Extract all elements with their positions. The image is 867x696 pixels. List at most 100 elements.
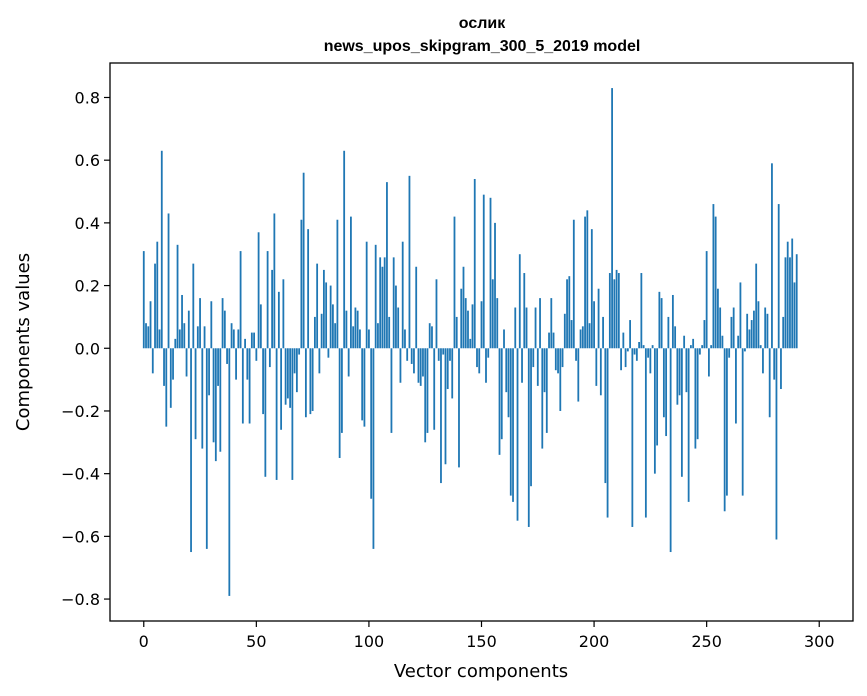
bar — [383, 257, 386, 349]
bar — [696, 348, 699, 440]
bar — [406, 348, 409, 361]
bar — [588, 323, 591, 349]
bar — [194, 348, 197, 440]
bar — [750, 320, 753, 349]
bar — [334, 323, 337, 349]
bar — [359, 329, 361, 349]
bar — [361, 348, 364, 421]
chart-title: ослик — [459, 15, 506, 32]
bar — [683, 335, 686, 349]
bar — [518, 254, 521, 349]
bar — [579, 329, 582, 349]
bar — [336, 219, 339, 349]
bar — [262, 348, 264, 415]
bar — [277, 291, 280, 349]
bar — [554, 348, 557, 371]
bar — [687, 348, 690, 502]
bar — [782, 316, 785, 349]
bar — [512, 348, 514, 502]
bar — [449, 348, 451, 361]
bar — [151, 348, 154, 374]
bar — [516, 348, 519, 521]
bar — [325, 282, 328, 349]
bar — [350, 216, 352, 349]
bar — [525, 307, 528, 349]
bar — [363, 348, 366, 427]
bar — [491, 279, 494, 349]
bar — [309, 348, 312, 415]
bar — [793, 282, 796, 349]
bar — [624, 348, 627, 368]
bar — [773, 348, 776, 380]
bar — [656, 348, 659, 446]
y-tick-label: 0.6 — [75, 151, 100, 170]
bar — [354, 307, 357, 349]
bar — [239, 251, 242, 349]
bar — [250, 332, 253, 349]
bar — [575, 348, 577, 361]
bar — [527, 348, 530, 527]
bar — [241, 348, 244, 424]
bar — [311, 348, 314, 411]
bar — [473, 178, 476, 349]
x-tick-label: 100 — [354, 632, 385, 651]
bar — [658, 291, 661, 349]
bar — [246, 348, 249, 380]
x-tick-label: 250 — [691, 632, 722, 651]
bar — [343, 150, 346, 349]
bar — [764, 307, 767, 349]
bar — [611, 88, 613, 349]
bar — [635, 348, 638, 361]
bar — [746, 313, 749, 349]
bar — [680, 348, 683, 477]
bar — [768, 348, 771, 418]
bar — [259, 304, 262, 349]
bar — [327, 348, 330, 358]
bar — [149, 301, 152, 349]
bar — [541, 348, 544, 449]
bar — [568, 276, 571, 349]
bar — [581, 326, 584, 349]
bar — [284, 348, 287, 405]
bar — [543, 348, 546, 393]
bar — [273, 213, 276, 349]
bars-group — [142, 88, 798, 596]
bar — [521, 348, 523, 383]
bar — [435, 279, 438, 349]
bar — [548, 332, 550, 349]
bar — [647, 348, 650, 358]
bar — [665, 348, 668, 437]
bar — [244, 338, 246, 349]
bar — [723, 348, 726, 512]
bar — [559, 348, 562, 411]
bar — [453, 216, 456, 349]
bar — [217, 348, 219, 386]
bar — [158, 329, 161, 349]
bar — [187, 310, 190, 349]
bar — [572, 219, 575, 349]
bar — [156, 241, 159, 349]
bar — [712, 204, 715, 349]
bar — [223, 310, 226, 349]
bar — [431, 326, 433, 349]
bar — [732, 307, 735, 349]
bar — [539, 298, 541, 349]
bar — [214, 348, 217, 462]
bar — [264, 348, 267, 477]
bar — [455, 316, 458, 349]
bar — [232, 329, 235, 349]
bar — [271, 269, 274, 349]
bar — [205, 348, 208, 549]
bar — [192, 263, 195, 349]
bar — [280, 348, 283, 430]
bar — [694, 348, 697, 449]
bar — [458, 348, 460, 468]
bar — [485, 348, 487, 383]
bar — [352, 326, 355, 349]
bar — [199, 298, 201, 349]
bar — [620, 348, 622, 371]
bar — [413, 348, 415, 374]
bar — [496, 298, 499, 349]
bar — [753, 310, 755, 349]
